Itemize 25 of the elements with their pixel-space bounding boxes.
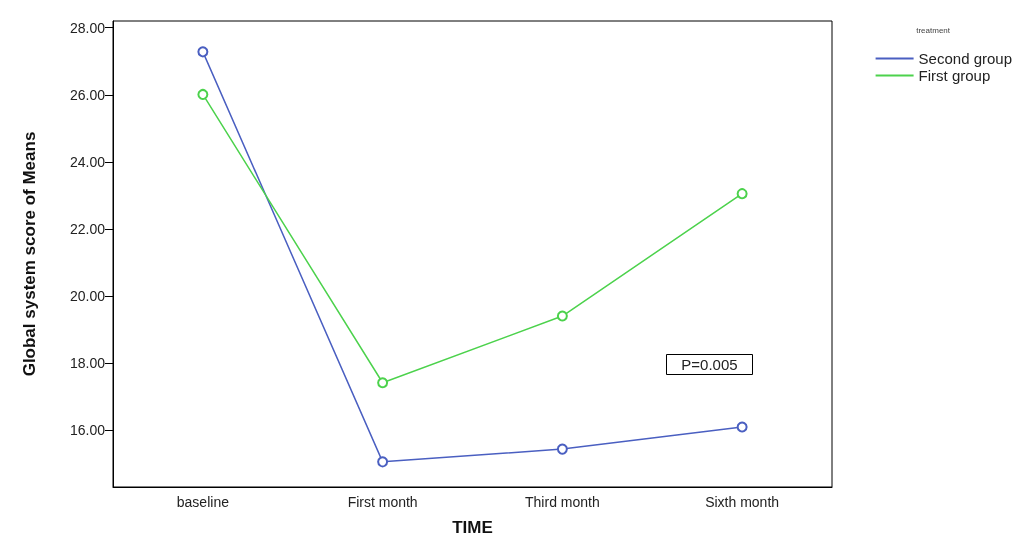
x-axis-title: TIME	[452, 518, 493, 537]
y-tick-label: 28.00	[69, 19, 106, 36]
x-tick-label: First month	[347, 494, 418, 510]
legend-label: First group	[918, 67, 991, 84]
x-tick-label: Third month	[525, 494, 600, 510]
y-tick-label: 24.00	[69, 153, 106, 170]
point	[736, 421, 748, 433]
y-tick-label: 26.00	[69, 86, 106, 103]
point	[556, 443, 568, 455]
y-tick-label: 16.00	[69, 422, 106, 439]
legend-label: Second group	[918, 50, 1012, 67]
point	[197, 46, 209, 58]
y-tick-label: 22.00	[69, 220, 106, 237]
x-tick-label: baseline	[176, 494, 230, 510]
point	[377, 377, 389, 389]
point	[377, 456, 389, 468]
annotation: P=0.005	[681, 356, 738, 373]
point	[197, 88, 209, 100]
x-tick-label: Sixth month	[705, 494, 780, 510]
point	[736, 188, 748, 200]
y-tick-label: 20.00	[69, 287, 106, 304]
point	[556, 310, 568, 322]
y-axis-title: Global system score of Means	[20, 131, 39, 377]
y-tick-label: 18.00	[69, 354, 106, 371]
legend-title: treatment	[916, 25, 951, 35]
